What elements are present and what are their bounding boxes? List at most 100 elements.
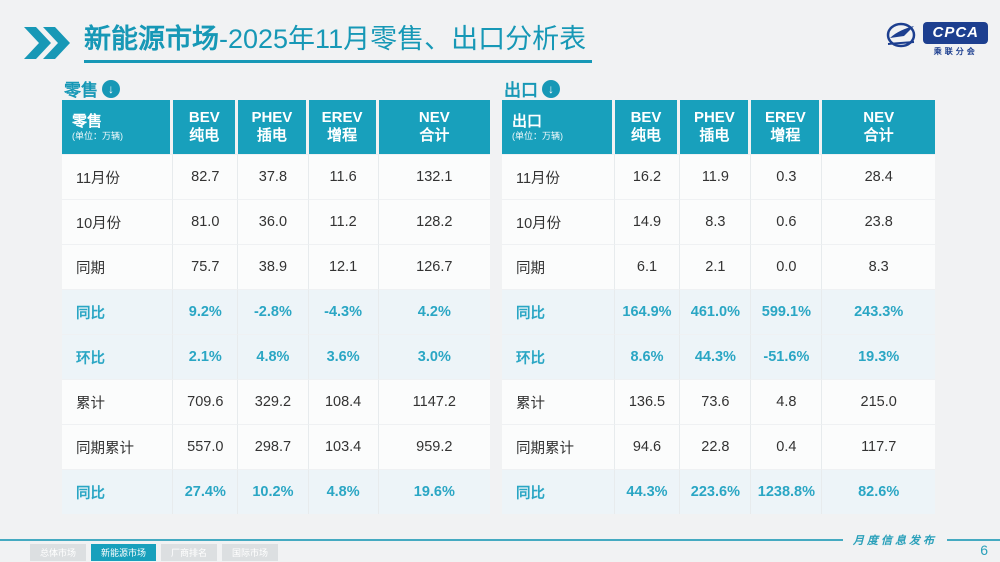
row-label: 同比 — [62, 289, 174, 334]
table-row: 环比 2.1% 4.8% 3.6% 3.0% — [62, 334, 490, 379]
data-cell: 1147.2 — [378, 379, 490, 424]
double-chevron-icon — [24, 27, 70, 64]
data-cell: 4.2% — [378, 289, 490, 334]
data-cell: 136.5 — [614, 379, 681, 424]
data-cell: 128.2 — [378, 199, 490, 244]
data-cell: 2.1 — [680, 244, 752, 289]
table-row: 同期累计 94.6 22.8 0.4 117.7 — [502, 424, 935, 469]
retail-section-text: 零售 — [64, 81, 98, 100]
table-header-row: 零售 (单位：万辆) BEV 纯电 PHEV 插电 EREV 增程 NEV 合计 — [62, 100, 490, 154]
data-cell: 19.3% — [822, 334, 935, 379]
table-row: 11月份 82.7 37.8 11.6 132.1 — [62, 154, 490, 199]
column-header: PHEV 插电 — [680, 100, 752, 154]
row-label: 累计 — [62, 379, 174, 424]
data-cell: 3.6% — [308, 334, 379, 379]
export-table: 出口 (单位：万辆) BEV 纯电 PHEV 插电 EREV 增程 NEV 合计 11月份 16.2 1… — [502, 100, 935, 514]
data-cell: 0.0 — [751, 244, 823, 289]
cpca-logo: CPCA 乘联分会 — [884, 22, 988, 57]
data-cell: 164.9% — [614, 289, 681, 334]
data-cell: 37.8 — [238, 154, 309, 199]
row-label: 同比 — [502, 289, 615, 334]
footer-brand: 月度信息发布 — [843, 532, 947, 548]
data-cell: 959.2 — [378, 424, 490, 469]
table-row: 同期 75.7 38.9 12.1 126.7 — [62, 244, 490, 289]
column-header: PHEV 插电 — [238, 100, 309, 154]
page-number: 6 — [980, 542, 988, 558]
data-cell: 103.4 — [308, 424, 379, 469]
data-cell: 16.2 — [614, 154, 681, 199]
data-cell: 11.6 — [308, 154, 379, 199]
data-cell: 36.0 — [238, 199, 309, 244]
data-cell: 82.6% — [822, 469, 935, 514]
footer-tab-inactive[interactable]: 厂商排名 — [161, 544, 218, 561]
column-header: BEV 纯电 — [614, 100, 681, 154]
cpca-emblem-icon — [884, 22, 918, 57]
table-row: 同期 6.1 2.1 0.0 8.3 — [502, 244, 935, 289]
data-cell: 0.6 — [751, 199, 823, 244]
data-cell: 94.6 — [614, 424, 681, 469]
data-cell: 117.7 — [822, 424, 935, 469]
data-cell: 8.3 — [680, 199, 752, 244]
footer-divider — [0, 539, 1000, 541]
data-cell: 19.6% — [378, 469, 490, 514]
data-cell: 709.6 — [173, 379, 239, 424]
data-cell: 12.1 — [308, 244, 379, 289]
data-cell: 73.6 — [680, 379, 752, 424]
row-label: 累计 — [502, 379, 615, 424]
export-section-label: 出口 ↓ — [504, 76, 560, 101]
data-cell: 223.6% — [680, 469, 752, 514]
data-cell: 0.3 — [751, 154, 823, 199]
row-label: 同比 — [62, 469, 174, 514]
table-header-title: 出口 (单位：万辆) — [502, 100, 615, 154]
table-row: 累计 136.5 73.6 4.8 215.0 — [502, 379, 935, 424]
data-cell: 557.0 — [173, 424, 239, 469]
page-title-rest: -2025年11月零售、出口分析表 — [219, 24, 587, 54]
data-cell: 1238.8% — [751, 469, 823, 514]
table-row: 同期累计 557.0 298.7 103.4 959.2 — [62, 424, 490, 469]
row-label: 10月份 — [502, 199, 615, 244]
data-cell: 81.0 — [173, 199, 239, 244]
data-cell: 215.0 — [822, 379, 935, 424]
row-label: 环比 — [62, 334, 174, 379]
row-label: 同期 — [62, 244, 174, 289]
export-section-text: 出口 — [504, 81, 538, 100]
cpca-logo-text: CPCA — [923, 22, 988, 44]
row-label: 同期累计 — [502, 424, 615, 469]
footer-tab-active[interactable]: 新能源市场 — [91, 544, 157, 561]
row-label: 11月份 — [502, 154, 615, 199]
row-label: 同期 — [502, 244, 615, 289]
table-row: 同比 9.2% -2.8% -4.3% 4.2% — [62, 289, 490, 334]
data-cell: 298.7 — [238, 424, 309, 469]
data-cell: 44.3% — [680, 334, 752, 379]
data-cell: 126.7 — [378, 244, 490, 289]
table-row: 累计 709.6 329.2 108.4 1147.2 — [62, 379, 490, 424]
table-header-row: 出口 (单位：万辆) BEV 纯电 PHEV 插电 EREV 增程 NEV 合计 — [502, 100, 935, 154]
column-header: NEV 合计 — [378, 100, 490, 154]
data-cell: -4.3% — [308, 289, 379, 334]
table-row: 环比 8.6% 44.3% -51.6% 19.3% — [502, 334, 935, 379]
footer-tab-inactive[interactable]: 国际市场 — [222, 544, 279, 561]
data-cell: 4.8% — [308, 469, 379, 514]
data-cell: 243.3% — [822, 289, 935, 334]
data-cell: 22.8 — [680, 424, 752, 469]
table-row: 同比 164.9% 461.0% 599.1% 243.3% — [502, 289, 935, 334]
footer-tab-inactive[interactable]: 总体市场 — [30, 544, 87, 561]
data-cell: 8.6% — [614, 334, 681, 379]
column-header: NEV 合计 — [822, 100, 935, 154]
data-cell: 27.4% — [173, 469, 239, 514]
footer-tabs: 总体市场 新能源市场 厂商排名 国际市场 — [30, 544, 279, 561]
data-cell: -51.6% — [751, 334, 823, 379]
data-cell: 108.4 — [308, 379, 379, 424]
data-cell: 14.9 — [614, 199, 681, 244]
column-header: EREV 增程 — [751, 100, 823, 154]
data-cell: 10.2% — [238, 469, 309, 514]
data-cell: 75.7 — [173, 244, 239, 289]
down-arrow-circle-icon: ↓ — [102, 79, 120, 98]
data-cell: 11.2 — [308, 199, 379, 244]
table-row: 10月份 14.9 8.3 0.6 23.8 — [502, 199, 935, 244]
page-title: 新能源市场-2025年11月零售、出口分析表 — [84, 24, 593, 64]
column-header: BEV 纯电 — [173, 100, 239, 154]
data-cell: 9.2% — [173, 289, 239, 334]
data-cell: 3.0% — [378, 334, 490, 379]
data-cell: 4.8% — [238, 334, 309, 379]
